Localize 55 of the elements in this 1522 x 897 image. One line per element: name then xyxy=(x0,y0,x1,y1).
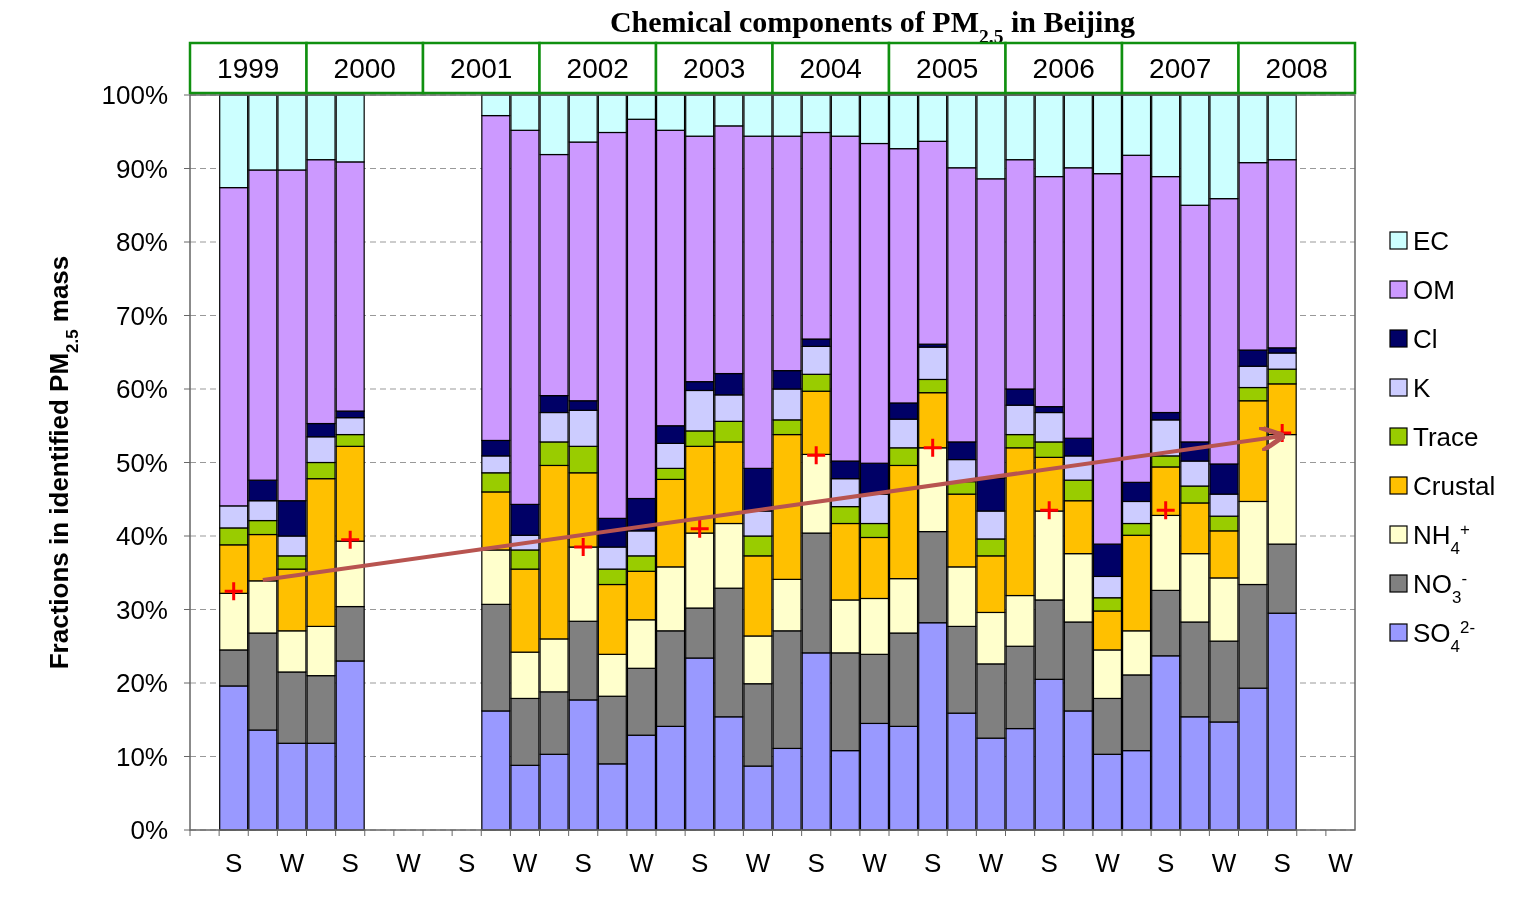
text: 2005 xyxy=(916,53,979,84)
x-tick-label: S xyxy=(1040,848,1058,878)
legend-label: K xyxy=(1413,373,1431,404)
text: 2000 xyxy=(333,53,396,84)
point xyxy=(922,437,944,459)
x-tick-label: W xyxy=(629,848,655,878)
x-tick-label: S xyxy=(341,848,359,878)
y-tick-label: 30% xyxy=(115,594,168,625)
point xyxy=(223,580,245,602)
x-tick-label: W xyxy=(512,848,538,878)
legend-label: OM xyxy=(1413,275,1455,306)
x-tick-label: S xyxy=(574,848,592,878)
point xyxy=(1155,499,1177,521)
legend-label: Crustal xyxy=(1413,471,1496,502)
y-tick-label: 40% xyxy=(115,521,168,552)
text: 2004 xyxy=(799,53,862,84)
x-tick-label: W xyxy=(396,848,422,878)
x-tick-label: W xyxy=(745,848,771,878)
x-tick-label: S xyxy=(1157,848,1175,878)
y-tick-label: 80% xyxy=(115,227,168,258)
legend-label: EC xyxy=(1413,226,1450,257)
x-tick-label: S xyxy=(691,848,709,878)
x-tick-label: W xyxy=(1095,848,1121,878)
text: 2001 xyxy=(450,53,513,84)
y-tick-label: 0% xyxy=(130,815,168,846)
y-tick-label: 20% xyxy=(115,668,168,699)
y-tick-label: 90% xyxy=(115,153,168,184)
point xyxy=(805,444,827,466)
point xyxy=(572,536,594,558)
point xyxy=(689,518,711,540)
y-tick-label: 10% xyxy=(115,741,168,772)
x-tick-label: S xyxy=(1273,848,1291,878)
text: 2008 xyxy=(1265,53,1328,84)
x-tick-label: S xyxy=(924,848,942,878)
y-tick-label: 50% xyxy=(115,447,168,478)
y-tick-label: 60% xyxy=(115,374,168,405)
text: 2006 xyxy=(1032,53,1095,84)
x-tick-label: W xyxy=(1211,848,1237,878)
legend-label: Trace xyxy=(1413,422,1479,453)
x-tick-label: S xyxy=(807,848,825,878)
point xyxy=(339,529,361,551)
text: 2003 xyxy=(683,53,746,84)
y-tick-label: 100% xyxy=(101,80,168,111)
legend-label: Cl xyxy=(1413,324,1438,355)
y-tick-label: 70% xyxy=(115,300,168,331)
x-tick-label: W xyxy=(978,848,1004,878)
text: 1999 xyxy=(217,53,280,84)
x-tick-label: S xyxy=(225,848,243,878)
text: 2002 xyxy=(566,53,629,84)
x-tick-label: W xyxy=(1328,848,1354,878)
point xyxy=(1038,499,1060,521)
x-tick-label: W xyxy=(279,848,305,878)
text: 2007 xyxy=(1149,53,1212,84)
x-tick-label: W xyxy=(862,848,888,878)
x-tick-label: S xyxy=(458,848,476,878)
